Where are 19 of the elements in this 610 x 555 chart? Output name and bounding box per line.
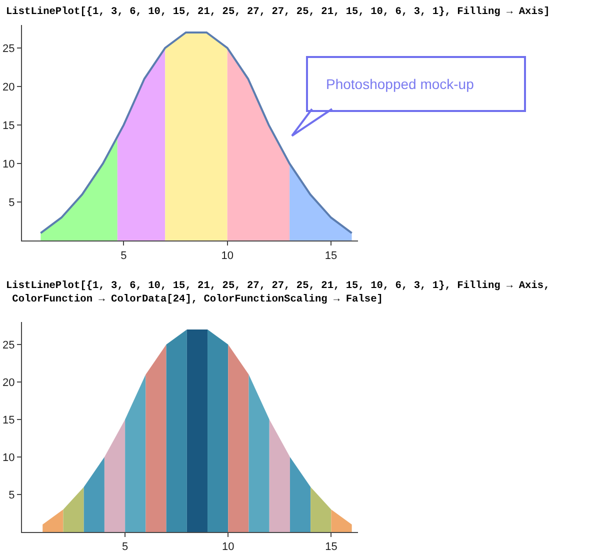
y-tick-label: 20 — [2, 376, 15, 389]
chart-title: ListLinePlot[{1, 3, 6, 10, 15, 21, 25, 27, 27, 25, 21, 15, 10, 6, 3, 1}, Filling → Axis] — [6, 6, 550, 18]
chart-title: ListLinePlot[{1, 3, 6, 10, 15, 21, 25, 27, 27, 25, 21, 15, 10, 6, 3, 1}, Filling → Axis, ColorFunction → ColorData[24], ColorFunctionScaling → False] — [6, 280, 550, 306]
x-tick-label: 10 — [221, 250, 234, 262]
x-tick-label: 15 — [324, 250, 338, 262]
y-tick-label: 15 — [2, 414, 15, 426]
x-tick-label: 5 — [120, 250, 127, 262]
y-tick-label: 15 — [2, 120, 15, 132]
y-tick-label: 25 — [2, 42, 15, 55]
x-tick-label: 15 — [325, 541, 338, 554]
x-tick-label: 5 — [122, 541, 128, 554]
annotation: Photoshopped mock-up — [326, 76, 474, 92]
y-tick-label: 20 — [2, 81, 15, 94]
y-tick-label: 10 — [2, 158, 15, 170]
y-tick-label: 10 — [2, 452, 15, 464]
y-tick-label: 25 — [2, 339, 15, 352]
y-tick-label: 5 — [8, 489, 15, 502]
y-tick-label: 5 — [8, 197, 15, 210]
x-tick-label: 10 — [222, 541, 234, 554]
